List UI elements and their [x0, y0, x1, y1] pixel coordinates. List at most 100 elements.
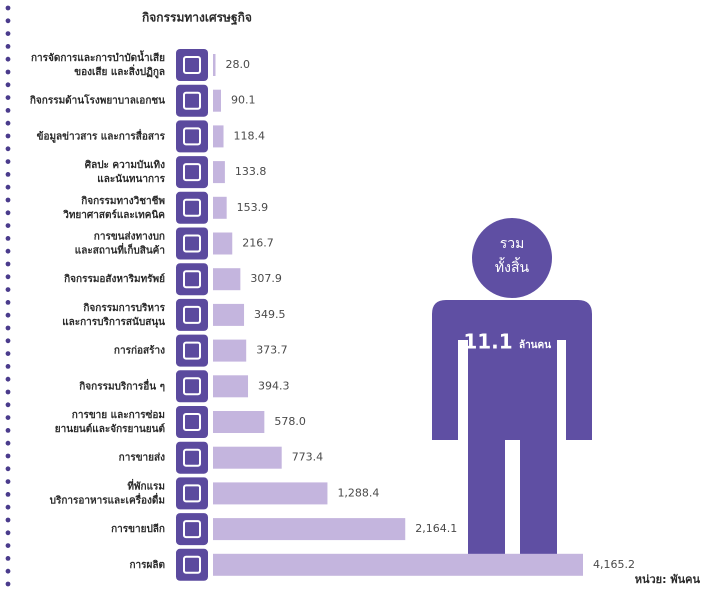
category-label: การจัดการและการบำบัดน้ำเสีย	[31, 50, 165, 64]
decor-dot	[6, 364, 11, 369]
decor-dot	[6, 287, 11, 292]
bar	[213, 340, 246, 362]
decor-dot	[6, 121, 11, 126]
bar	[213, 518, 405, 540]
decor-dot	[6, 492, 11, 497]
decor-dot	[6, 210, 11, 215]
value-label: 349.5	[254, 308, 285, 321]
category-icon	[176, 477, 208, 509]
decor-dot	[6, 223, 11, 228]
decor-dot	[6, 249, 11, 254]
decor-dot	[6, 134, 11, 139]
bar	[213, 197, 227, 219]
category-label: กิจกรรมด้านโรงพยาบาลเอกชน	[30, 94, 165, 107]
category-label: การขาย และการซ่อม	[72, 409, 165, 421]
value-label: 307.9	[250, 272, 281, 285]
decor-dot	[6, 454, 11, 459]
decor-dot	[6, 6, 11, 11]
decor-dot	[6, 556, 11, 561]
decor-dot	[6, 505, 11, 510]
total-value: 11.1	[463, 330, 512, 354]
decor-dot	[6, 274, 11, 279]
value-label: 1,288.4	[337, 486, 379, 499]
decor-dot	[6, 159, 11, 164]
category-label: ศิลปะ ความบันเทิง	[85, 159, 165, 171]
category-label: บริการอาหารและเครื่องดื่ม	[50, 492, 165, 506]
decor-dot	[6, 95, 11, 100]
decor-dot	[6, 44, 11, 49]
value-label: 28.0	[225, 58, 250, 71]
value-label: 133.8	[235, 165, 267, 178]
total-unit: ล้านคน	[519, 339, 551, 351]
decor-dot	[6, 18, 11, 23]
value-label: 2,164.1	[415, 522, 457, 535]
category-icon	[176, 513, 208, 545]
category-label: ยานยนต์และจักรยานยนต์	[55, 423, 165, 435]
category-label: ที่พักแรม	[127, 478, 165, 492]
decor-dot	[6, 466, 11, 471]
decor-dot	[6, 518, 11, 523]
category-icon	[176, 49, 208, 81]
category-label: กิจกรรมการบริหาร	[83, 302, 165, 314]
decor-dot	[6, 428, 11, 433]
decor-dot	[6, 351, 11, 356]
value-label: 216.7	[242, 237, 274, 250]
category-label: การขายส่ง	[119, 452, 165, 464]
decor-dot	[6, 31, 11, 36]
category-icon	[176, 549, 208, 581]
value-label: 394.3	[258, 379, 290, 392]
category-label: ข้อมูลข่าวสาร และการสื่อสาร	[37, 128, 166, 143]
decor-dot	[6, 530, 11, 535]
bar	[213, 54, 215, 76]
category-label: กิจกรรมทางวิชาชีพ	[81, 195, 165, 207]
decor-dot	[6, 415, 11, 420]
bar	[213, 375, 248, 397]
decor-dot	[6, 70, 11, 75]
bar	[213, 268, 240, 290]
category-label: กิจกรรมบริการอื่น ๆ	[79, 378, 165, 392]
decor-dot	[6, 262, 11, 267]
category-icon	[176, 263, 208, 295]
decor-dot	[6, 543, 11, 548]
value-label: 118.4	[234, 129, 266, 142]
category-icon	[176, 370, 208, 402]
value-label: 4,165.2	[593, 558, 635, 571]
decor-dot	[6, 326, 11, 331]
category-label: กิจกรรมอสังหาริมทรัพย์	[64, 273, 165, 285]
decor-dot	[6, 172, 11, 177]
decor-dot	[6, 390, 11, 395]
decor-dot	[6, 582, 11, 587]
value-label: 153.9	[237, 201, 269, 214]
total-label: รวม	[500, 236, 525, 252]
bar	[213, 161, 225, 183]
category-icon	[176, 85, 208, 117]
decor-dot	[6, 402, 11, 407]
category-label: วิทยาศาสตร์และเทคนิค	[63, 209, 165, 221]
chart: กิจกรรมทางเศรษฐกิจ รวม ทั้งสิ้น 11.1 ล้า…	[0, 0, 713, 590]
category-label: การขายปลีก	[111, 523, 165, 535]
category-label: การผลิต	[129, 559, 165, 571]
category-icon	[176, 120, 208, 152]
decor-dot	[6, 338, 11, 343]
bar	[213, 125, 224, 147]
decor-dot	[6, 185, 11, 190]
decor-dot	[6, 146, 11, 151]
value-label: 578.0	[274, 415, 306, 428]
decor-dot	[6, 236, 11, 241]
bar	[213, 90, 221, 112]
category-label: และสถานที่เก็บสินค้า	[75, 243, 165, 257]
decor-dot	[6, 300, 11, 305]
decor-dot	[6, 57, 11, 62]
bar	[213, 554, 583, 576]
bar	[213, 304, 244, 326]
category-label: การก่อสร้าง	[114, 345, 165, 357]
decor-dot	[6, 82, 11, 87]
value-label: 373.7	[256, 344, 288, 357]
category-label: และการบริการสนับสนุน	[62, 316, 165, 328]
decor-dot	[6, 198, 11, 203]
decor-dot	[6, 569, 11, 574]
category-icon	[176, 299, 208, 331]
decor-dot	[6, 441, 11, 446]
value-label: 773.4	[292, 451, 324, 464]
value-label: 90.1	[231, 94, 256, 107]
